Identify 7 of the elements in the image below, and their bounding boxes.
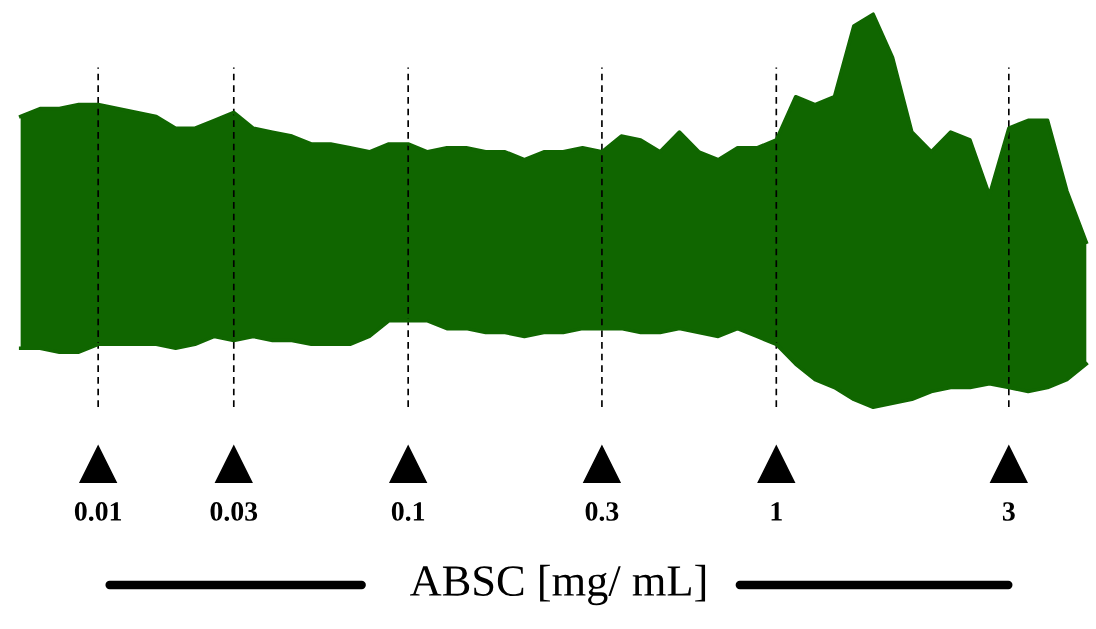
x-tick-label: 0.03 (210, 502, 258, 521)
x-tick-label: 0.01 (74, 502, 122, 521)
x-tick-label: 1 (771, 502, 782, 521)
x-tick-label: 0.3 (585, 502, 619, 521)
x-tick-label: 0.1 (391, 502, 425, 521)
x-tick-label: 3 (1002, 502, 1015, 521)
x-axis-title: ABSC [mg/ mL] (410, 564, 706, 606)
